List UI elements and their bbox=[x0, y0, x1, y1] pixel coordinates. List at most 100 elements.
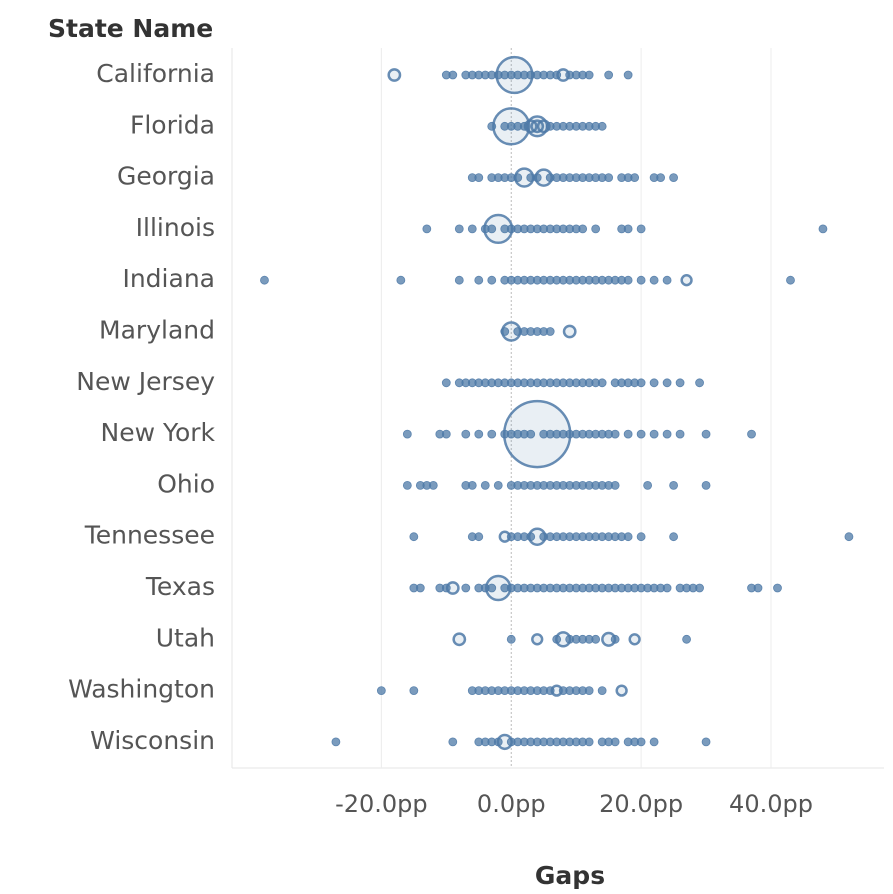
point bbox=[591, 634, 601, 644]
point bbox=[387, 68, 402, 82]
y-tick-label: California bbox=[96, 59, 215, 88]
y-tick-label: Indiana bbox=[122, 264, 215, 293]
point bbox=[461, 429, 471, 439]
point bbox=[331, 737, 341, 747]
x-tick-label: 0.0pp bbox=[477, 790, 546, 818]
point bbox=[597, 686, 607, 695]
point bbox=[656, 173, 666, 183]
point bbox=[669, 480, 678, 490]
point bbox=[630, 173, 640, 183]
point bbox=[636, 378, 646, 388]
point bbox=[701, 480, 711, 490]
point bbox=[669, 173, 678, 183]
point bbox=[591, 224, 601, 234]
point bbox=[682, 634, 691, 644]
point bbox=[487, 429, 497, 439]
y-tick-label: Ohio bbox=[157, 469, 215, 498]
point bbox=[578, 224, 588, 234]
y-tick-label: Maryland bbox=[99, 316, 215, 345]
point bbox=[396, 275, 406, 285]
point bbox=[526, 429, 536, 439]
point bbox=[545, 327, 555, 336]
point bbox=[701, 737, 711, 747]
point bbox=[531, 633, 544, 646]
point bbox=[376, 686, 386, 695]
point bbox=[487, 275, 497, 285]
point bbox=[502, 399, 572, 469]
y-tick-label: New Jersey bbox=[76, 367, 215, 396]
y-tick-label: Tennessee bbox=[84, 521, 215, 550]
y-axis-title: State Name bbox=[48, 14, 213, 43]
x-tick-label: 40.0pp bbox=[729, 790, 813, 818]
point bbox=[818, 224, 828, 234]
point bbox=[584, 70, 594, 80]
point bbox=[493, 480, 503, 490]
point bbox=[753, 583, 763, 593]
point bbox=[643, 480, 653, 490]
point bbox=[483, 213, 514, 245]
point bbox=[649, 737, 659, 747]
point bbox=[636, 224, 646, 234]
point bbox=[695, 583, 704, 593]
point bbox=[492, 107, 531, 146]
point bbox=[527, 527, 547, 546]
point bbox=[422, 224, 432, 234]
point bbox=[604, 173, 614, 183]
point bbox=[409, 532, 419, 542]
point bbox=[474, 429, 484, 439]
y-tick-label: Georgia bbox=[117, 162, 215, 191]
point bbox=[409, 686, 419, 695]
point bbox=[597, 378, 607, 388]
point bbox=[441, 429, 451, 439]
point bbox=[680, 274, 693, 287]
point bbox=[610, 480, 620, 490]
point bbox=[485, 574, 512, 602]
point bbox=[428, 480, 438, 490]
point bbox=[786, 275, 795, 285]
point bbox=[662, 275, 672, 285]
point bbox=[615, 684, 628, 697]
point bbox=[402, 480, 412, 490]
point bbox=[623, 275, 633, 285]
point bbox=[675, 378, 685, 388]
point bbox=[662, 378, 672, 388]
point bbox=[623, 429, 633, 439]
point bbox=[636, 429, 646, 439]
y-tick-label: Texas bbox=[145, 572, 215, 601]
point bbox=[260, 275, 269, 285]
point bbox=[402, 429, 412, 439]
point bbox=[584, 686, 594, 695]
point bbox=[501, 321, 522, 342]
point bbox=[534, 168, 553, 187]
point bbox=[773, 583, 782, 593]
point bbox=[514, 167, 535, 188]
point bbox=[441, 378, 451, 388]
point bbox=[562, 324, 577, 339]
point bbox=[636, 737, 646, 747]
point bbox=[636, 275, 646, 285]
point bbox=[454, 224, 464, 234]
point bbox=[506, 634, 516, 644]
point bbox=[675, 429, 685, 439]
point bbox=[701, 429, 711, 439]
point bbox=[474, 532, 484, 542]
point bbox=[649, 275, 659, 285]
point bbox=[467, 480, 477, 490]
point bbox=[604, 70, 614, 80]
point bbox=[597, 121, 607, 131]
point bbox=[610, 737, 620, 747]
point bbox=[649, 429, 659, 439]
point bbox=[461, 583, 471, 593]
y-tick-label: Utah bbox=[156, 623, 215, 652]
point bbox=[487, 583, 497, 593]
point bbox=[636, 532, 646, 542]
y-tick-label: Florida bbox=[130, 110, 215, 139]
y-tick-label: Illinois bbox=[136, 213, 215, 242]
point bbox=[526, 115, 549, 138]
point bbox=[610, 429, 620, 439]
point bbox=[662, 583, 672, 593]
point bbox=[445, 581, 460, 595]
point bbox=[584, 737, 594, 747]
point bbox=[487, 224, 497, 234]
